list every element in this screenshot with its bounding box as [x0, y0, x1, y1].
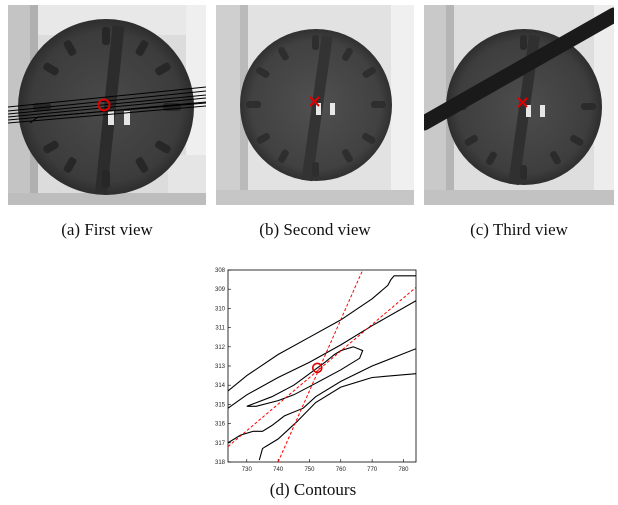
contour-line-1 — [228, 300, 416, 409]
occluding-bar — [424, 7, 614, 131]
caption-contours: (d) Contours — [269, 480, 357, 499]
second-view-panel — [216, 5, 414, 205]
point-circle-marker — [97, 98, 111, 112]
y-tick-label: 310 — [215, 306, 226, 312]
y-tick-label: 309 — [215, 287, 226, 293]
point-cross-marker — [517, 97, 528, 108]
y-tick-label: 315 — [215, 402, 226, 408]
caption-first-view: (a) First view — [61, 220, 153, 239]
x-tick-label: 780 — [398, 467, 409, 473]
caption-second-view: (b) Second view — [259, 220, 371, 239]
y-tick-label: 312 — [215, 345, 226, 351]
intersection-circle-marker — [312, 362, 323, 374]
clock-hour-marks — [246, 35, 386, 177]
contour-line-0 — [228, 275, 416, 392]
point-cross-marker — [309, 96, 320, 107]
x-tick-label: 760 — [336, 467, 347, 473]
first-view-image — [8, 5, 206, 205]
contour-line-2 — [246, 346, 364, 407]
x-tick-label: 770 — [367, 467, 378, 473]
contour-line-4 — [258, 373, 416, 461]
y-tick-label: 318 — [215, 460, 226, 466]
y-tick-label: 316 — [215, 422, 226, 428]
y-tick-label: 308 — [215, 268, 226, 274]
x-tick-label: 750 — [304, 467, 315, 473]
contours-chart: 730 740 750 760 770 780 308 309 310 311 312 313 314 3… — [215, 268, 417, 473]
y-tick-label: 314 — [215, 383, 226, 389]
epipolar-line-5 — [228, 286, 416, 447]
second-view-image — [216, 5, 414, 205]
x-tick-label: 740 — [273, 467, 284, 473]
caption-third-view: (c) Third view — [470, 220, 568, 239]
x-tick-label: 730 — [242, 467, 253, 473]
contour-line-3 — [228, 348, 416, 444]
third-view-panel — [424, 5, 614, 205]
contours-panel: 730 740 750 760 770 780 308 309 310 311 312 313 314 3… — [200, 264, 426, 474]
y-tick-label: 313 — [215, 364, 226, 370]
first-view-panel — [8, 5, 206, 205]
third-view-image — [424, 5, 614, 205]
y-tick-label: 317 — [215, 441, 226, 447]
y-tick-label: 311 — [215, 326, 225, 332]
